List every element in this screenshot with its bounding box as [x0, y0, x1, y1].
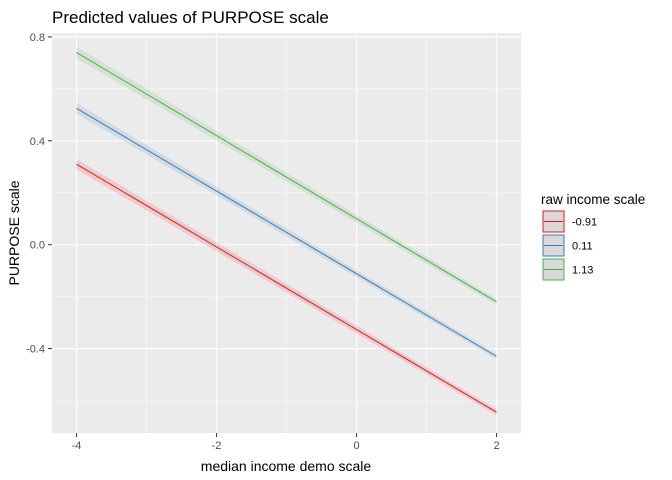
- series-line: [76, 163, 497, 413]
- y-tick-label: -0.4: [26, 344, 45, 356]
- y-tick-label: 0.0: [30, 240, 45, 252]
- confidence-ribbon: [76, 46, 497, 305]
- chart-title: Predicted values of PURPOSE scale: [52, 8, 329, 27]
- y-tick-label: 0.4: [30, 136, 45, 148]
- legend: raw income scale -0.91 0.11 1.13: [541, 192, 645, 281]
- y-axis-ticks: -0.4 0.0 0.4 0.8: [26, 32, 52, 356]
- y-tick-label: 0.8: [30, 32, 45, 44]
- series-line: [76, 52, 497, 303]
- legend-title: raw income scale: [541, 192, 645, 207]
- confidence-ribbon: [76, 103, 497, 359]
- x-tick-label: 2: [493, 440, 499, 452]
- series-line: [76, 107, 497, 357]
- x-axis-title: median income demo scale: [201, 458, 372, 474]
- legend-label: -0.91: [572, 217, 597, 229]
- legend-label: 0.11: [572, 241, 593, 253]
- confidence-ribbon: [76, 158, 497, 416]
- series-lines: [76, 52, 497, 413]
- x-tick-label: 0: [353, 440, 359, 452]
- y-axis-title: PURPOSE scale: [6, 180, 22, 285]
- major-gridlines: [52, 33, 521, 433]
- x-axis-ticks: -4 -2 0 2: [72, 433, 500, 452]
- minor-gridlines: [52, 33, 521, 433]
- x-tick-label: -4: [72, 440, 82, 452]
- legend-label: 1.13: [572, 265, 593, 277]
- confidence-ribbons: [76, 46, 497, 416]
- x-tick-label: -2: [212, 440, 222, 452]
